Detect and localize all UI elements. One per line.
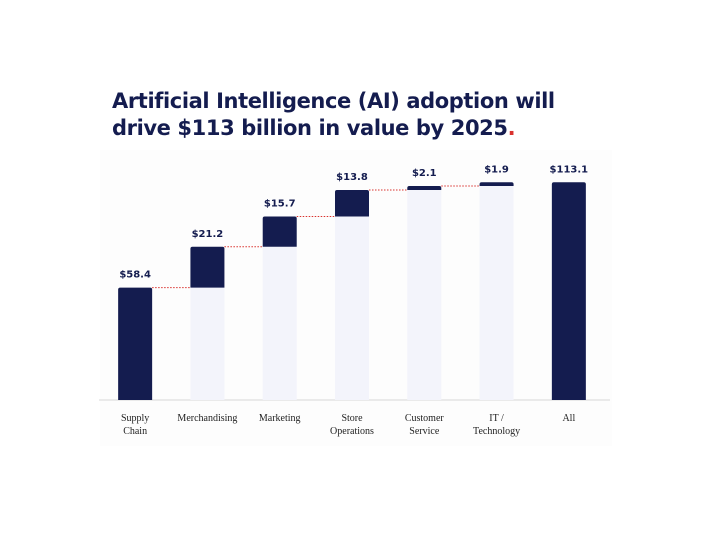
bar <box>551 182 586 400</box>
x-tick-label: Store Operations <box>330 413 374 437</box>
bar <box>335 189 369 217</box>
x-tick-label: IT / Technology <box>473 413 520 437</box>
value-label: $1.9 <box>484 164 509 175</box>
x-tick-label: All <box>562 413 575 424</box>
title-punctuation: . <box>507 116 516 140</box>
base-fill <box>479 185 514 400</box>
value-label: $58.4 <box>119 270 151 281</box>
base-fill <box>407 189 442 400</box>
bar <box>479 182 514 186</box>
bar <box>118 287 153 400</box>
value-label: $2.1 <box>412 168 437 179</box>
base-fill <box>190 287 225 400</box>
base-fill <box>335 216 369 400</box>
bar <box>262 216 297 247</box>
bar <box>407 185 442 190</box>
bar <box>190 246 225 288</box>
value-label: $13.8 <box>336 172 368 183</box>
x-tick-label: Marketing <box>259 413 301 424</box>
chart-title: Artificial Intelligence (AI) adoption wi… <box>112 89 555 140</box>
base-fill <box>262 246 297 400</box>
value-label: $21.2 <box>192 229 224 240</box>
chart-title-block: Artificial Intelligence (AI) adoption wi… <box>112 88 612 142</box>
value-label: $15.7 <box>264 199 296 210</box>
value-label: $113.1 <box>550 164 589 175</box>
x-tick-label: Customer Service <box>405 413 445 437</box>
x-tick-label: Merchandising <box>177 413 237 424</box>
x-tick-label: Supply Chain <box>121 413 149 437</box>
